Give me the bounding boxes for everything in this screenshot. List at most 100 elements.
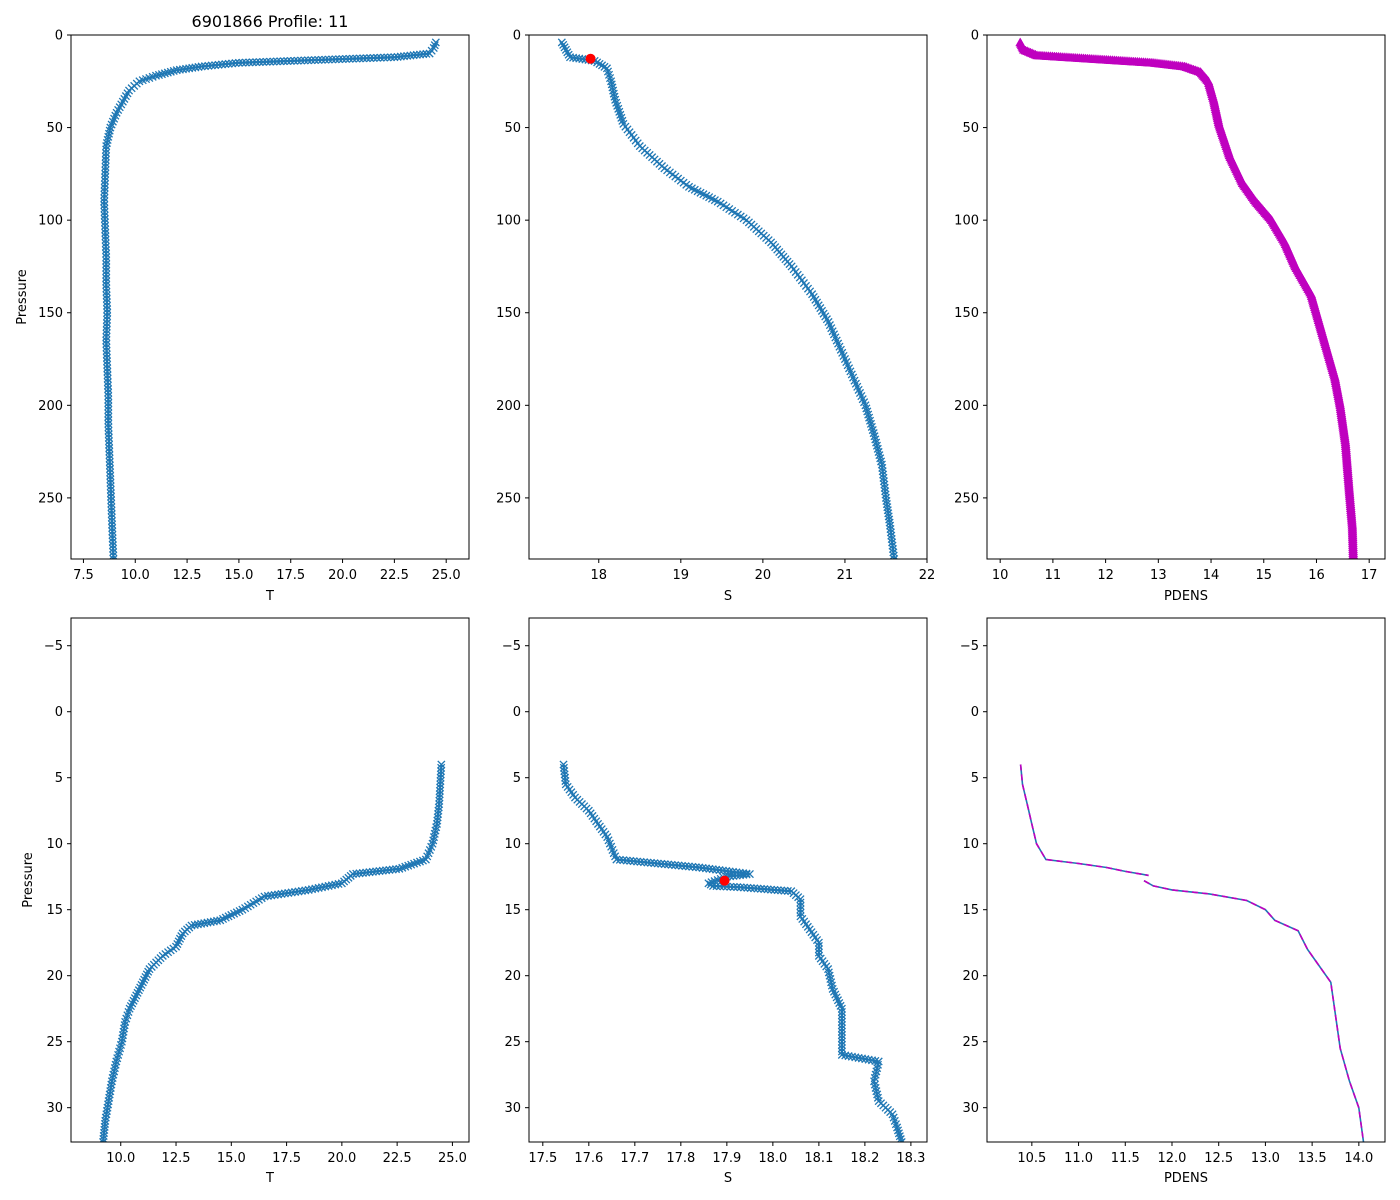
x-marker: [379, 53, 389, 62]
x-marker: [101, 155, 110, 165]
x-tick-label: 22.5: [383, 1151, 412, 1166]
x-marker: [359, 54, 368, 63]
x-marker: [109, 551, 118, 559]
x-marker: [209, 917, 218, 926]
x-marker: [396, 52, 405, 61]
x-marker: [101, 232, 110, 241]
x-marker: [750, 884, 759, 893]
x-marker: [100, 180, 109, 189]
x-marker: [106, 482, 115, 491]
x-marker: [893, 1126, 903, 1135]
x-marker: [224, 59, 233, 68]
y-tick-label: 150: [496, 306, 521, 321]
x-marker: [102, 270, 111, 279]
x-marker: [431, 38, 440, 47]
y-tick-label: 20: [504, 969, 521, 984]
y-tick-label: 200: [38, 399, 63, 414]
x-marker: [103, 385, 113, 394]
x-marker: [684, 862, 693, 871]
x-marker: [796, 898, 805, 907]
x-tick-label: 11.0: [1064, 1151, 1093, 1166]
x-marker: [837, 1037, 846, 1046]
y-tick-label: 50: [46, 121, 63, 136]
x-marker: [612, 855, 621, 864]
x-marker: [293, 56, 302, 65]
y-tick-label: 0: [971, 29, 979, 44]
x-tick-label: 25.0: [438, 1151, 467, 1166]
x-marker: [101, 159, 110, 168]
x-tick-label: 25.0: [432, 568, 461, 583]
y-tick-label: 10: [46, 837, 63, 852]
x-marker: [704, 879, 713, 888]
x-marker: [105, 451, 114, 460]
x-marker: [104, 433, 113, 442]
x-marker: [619, 856, 628, 865]
x-marker: [742, 870, 751, 879]
x-marker: [101, 235, 110, 244]
x-marker: [108, 530, 117, 539]
x-tick-label: 18.3: [896, 1151, 925, 1166]
x-marker: [100, 218, 110, 227]
x-marker: [103, 378, 112, 387]
x-marker: [102, 267, 111, 276]
x-marker: [385, 865, 394, 874]
ticks-bottom-s: 17.5 17.6 17.7 17.8 17.9 18.0 18.1 18.2 18.3 −5 0 5…: [502, 639, 926, 1166]
x-marker: [881, 487, 890, 496]
plot-area-top-s: [557, 38, 899, 559]
x-marker: [104, 426, 113, 435]
plot-area-bottom-pdens: [1019, 764, 1365, 1142]
x-marker: [107, 499, 116, 508]
x-marker: [756, 884, 765, 893]
x-marker: [664, 860, 673, 869]
x-marker: [888, 538, 897, 547]
x-marker: [103, 367, 112, 376]
x-marker: [388, 865, 397, 874]
x-marker: [121, 1017, 130, 1026]
x-marker: [894, 1129, 903, 1138]
x-marker: [622, 856, 631, 865]
x-marker: [701, 864, 711, 873]
x-marker: [107, 506, 116, 515]
x-marker: [102, 277, 111, 286]
x-marker: [105, 1093, 114, 1102]
x-marker: [102, 256, 111, 265]
series-markers: [557, 38, 899, 559]
x-marker: [100, 207, 109, 217]
x-marker: [102, 319, 111, 328]
x-marker: [383, 53, 392, 62]
x-marker: [103, 360, 112, 369]
x-marker: [557, 38, 566, 47]
y-tick-label: 5: [971, 771, 979, 786]
x-marker: [107, 513, 116, 522]
x-marker: [108, 544, 118, 553]
x-marker: [104, 405, 113, 415]
x-marker: [190, 920, 199, 930]
x-marker: [120, 1024, 129, 1033]
y-tick-label: 50: [962, 121, 979, 136]
x-marker: [102, 291, 111, 300]
x-marker: [773, 886, 782, 895]
x-marker: [241, 58, 250, 67]
ticks-bottom-t: 10.0 12.5 15.0 17.5 20.0 22.5 25.0 −5 0 5 10 15 20 25…: [44, 639, 467, 1166]
x-marker: [101, 162, 110, 171]
x-marker: [355, 869, 364, 878]
x-marker: [434, 803, 443, 812]
x-marker: [814, 948, 823, 957]
x-marker: [369, 53, 378, 63]
x-marker: [108, 523, 117, 533]
x-marker: [783, 886, 792, 896]
x-marker: [157, 70, 166, 79]
x-tick-label: 20: [755, 568, 772, 583]
figure-title: 6901866 Profile: 11: [192, 12, 349, 31]
x-marker: [895, 1132, 904, 1141]
x-marker: [745, 870, 754, 879]
x-marker: [303, 56, 313, 65]
x-marker: [197, 919, 206, 928]
x-marker: [653, 859, 662, 868]
x-tick-label: 20.0: [327, 1151, 356, 1166]
x-marker: [355, 54, 364, 63]
x-marker: [422, 49, 431, 58]
x-axis-label-top-pdens: PDENS: [1164, 589, 1208, 604]
x-marker: [352, 54, 361, 63]
x-marker: [269, 57, 278, 66]
